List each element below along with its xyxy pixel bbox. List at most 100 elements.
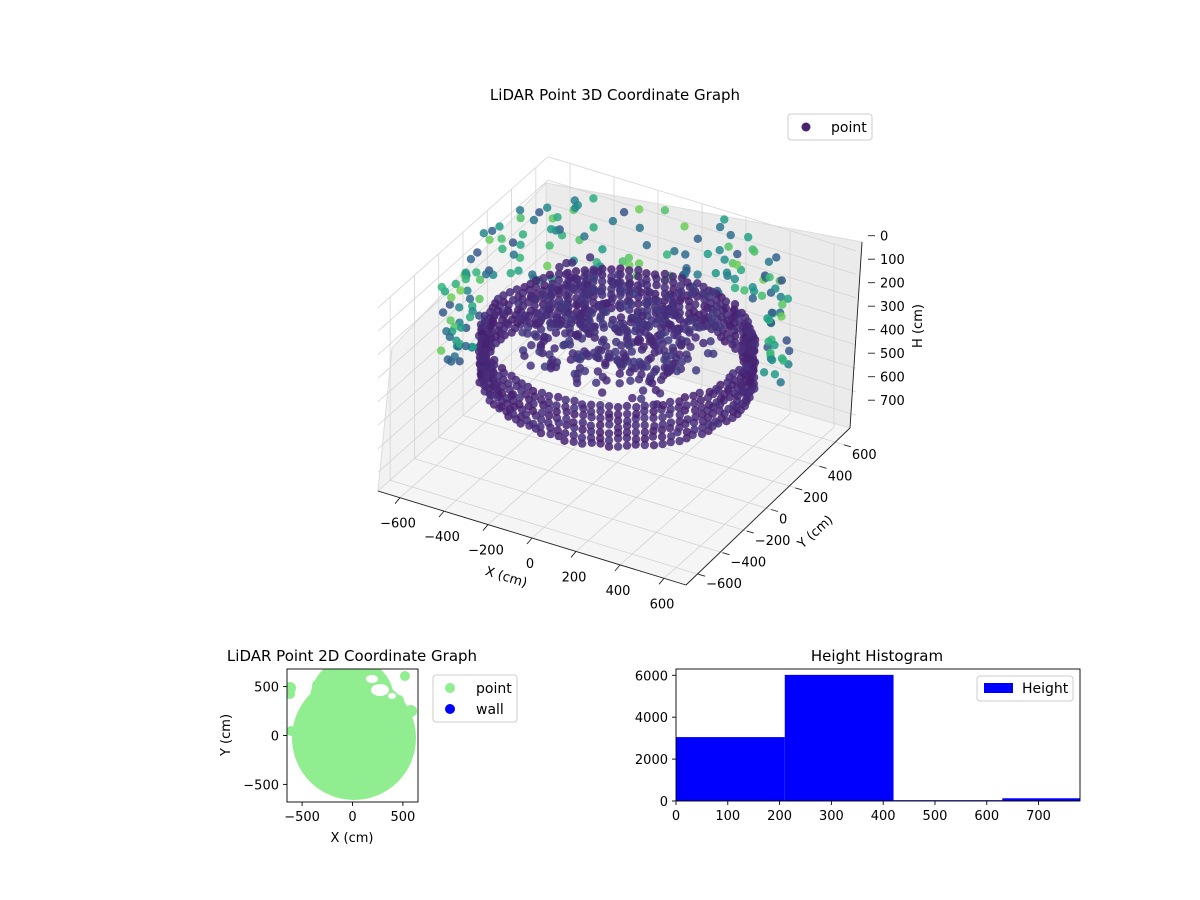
tick-label-y: 200 xyxy=(803,491,828,506)
data-point xyxy=(634,272,643,281)
data-point xyxy=(680,222,689,231)
data-point xyxy=(640,401,649,410)
data-point xyxy=(640,413,649,422)
tick-label-y-hist: 4000 xyxy=(635,711,668,726)
data-point xyxy=(537,415,546,424)
data-point xyxy=(578,418,587,427)
data-point xyxy=(595,428,605,437)
tick-y xyxy=(819,465,827,469)
data-point xyxy=(619,208,629,217)
tick-label-z: 0 xyxy=(880,230,888,245)
data-point xyxy=(396,711,406,721)
data-point xyxy=(544,418,553,428)
data-point xyxy=(653,306,663,315)
data-point xyxy=(649,400,658,409)
data-point xyxy=(647,379,657,388)
data-point xyxy=(668,272,677,281)
data-point xyxy=(635,205,644,214)
data-point xyxy=(597,346,606,355)
data-point xyxy=(640,434,650,443)
data-point xyxy=(693,270,702,279)
tick-label-x: 0 xyxy=(526,557,534,572)
data-point xyxy=(604,429,614,438)
data-point xyxy=(461,341,471,351)
tick-label-x: −200 xyxy=(468,544,504,559)
tick-label-x: −600 xyxy=(380,517,416,532)
data-point xyxy=(585,253,595,262)
data-point xyxy=(531,295,540,304)
data-point xyxy=(485,389,494,398)
data-point xyxy=(532,332,541,341)
ticks-histogram: 0 100 200 300 400 500 600 700 0 2000 4000 6000 xyxy=(635,669,1051,824)
data-point xyxy=(514,305,523,315)
chart-histogram: Height Histogram 0 100 200 300 400 500 600 7000… xyxy=(635,647,1081,824)
data-point xyxy=(740,286,749,295)
data-point xyxy=(690,399,699,408)
data-point xyxy=(400,671,410,681)
data-point xyxy=(648,296,658,306)
data-point xyxy=(535,347,544,356)
histogram-bars xyxy=(676,674,1080,801)
data-point xyxy=(655,315,664,324)
data-point xyxy=(691,366,701,375)
data-point xyxy=(622,441,632,450)
data-point xyxy=(536,428,546,438)
data-point xyxy=(545,411,554,420)
data-point xyxy=(526,361,535,370)
data-point xyxy=(618,257,627,266)
tick-x xyxy=(526,537,533,545)
tick-label-y: 400 xyxy=(828,469,853,484)
data-point xyxy=(586,407,596,416)
data-point xyxy=(538,290,548,299)
data-point xyxy=(614,278,623,287)
legend-label-point: point xyxy=(831,120,867,136)
data-point xyxy=(481,270,491,279)
data-point xyxy=(596,401,605,410)
data-point xyxy=(529,399,538,409)
data-point xyxy=(634,375,644,384)
data-point xyxy=(446,316,455,325)
y-axis-label-3d: Y (cm) xyxy=(794,513,836,553)
data-point xyxy=(450,352,459,361)
data-point xyxy=(651,386,661,395)
data-point xyxy=(589,194,598,203)
data-point xyxy=(605,420,614,429)
data-point xyxy=(536,315,546,325)
data-point xyxy=(498,315,507,325)
data-point xyxy=(697,429,707,439)
data-point xyxy=(782,336,791,345)
data-point xyxy=(698,423,707,432)
data-point xyxy=(520,351,529,360)
data-point xyxy=(615,379,624,388)
data-point xyxy=(613,403,623,412)
data-point xyxy=(733,249,742,259)
data-point xyxy=(570,410,579,419)
data-point xyxy=(677,340,686,349)
data-point xyxy=(635,357,644,367)
tick-label-z: 600 xyxy=(880,371,905,386)
data-point xyxy=(726,230,735,240)
data-point xyxy=(543,297,553,306)
data-point xyxy=(641,328,650,337)
legend-marker-wall xyxy=(445,704,455,714)
data-point xyxy=(736,373,746,382)
data-point xyxy=(514,266,523,275)
tick-label-x-hist: 600 xyxy=(974,809,999,824)
data-point xyxy=(776,292,785,302)
data-point xyxy=(706,337,715,346)
data-point xyxy=(468,342,477,352)
sparse-gap xyxy=(371,684,389,696)
data-point xyxy=(485,235,494,244)
data-point xyxy=(443,355,452,364)
tick-label-x-2d: 0 xyxy=(348,810,356,825)
data-point xyxy=(698,417,707,426)
data-point xyxy=(763,314,772,323)
data-point xyxy=(560,340,569,349)
data-point xyxy=(642,269,651,278)
data-point xyxy=(683,278,692,287)
z-axis-line xyxy=(849,241,863,429)
data-point xyxy=(764,337,773,346)
data-point xyxy=(625,279,635,288)
data-point xyxy=(571,330,581,340)
